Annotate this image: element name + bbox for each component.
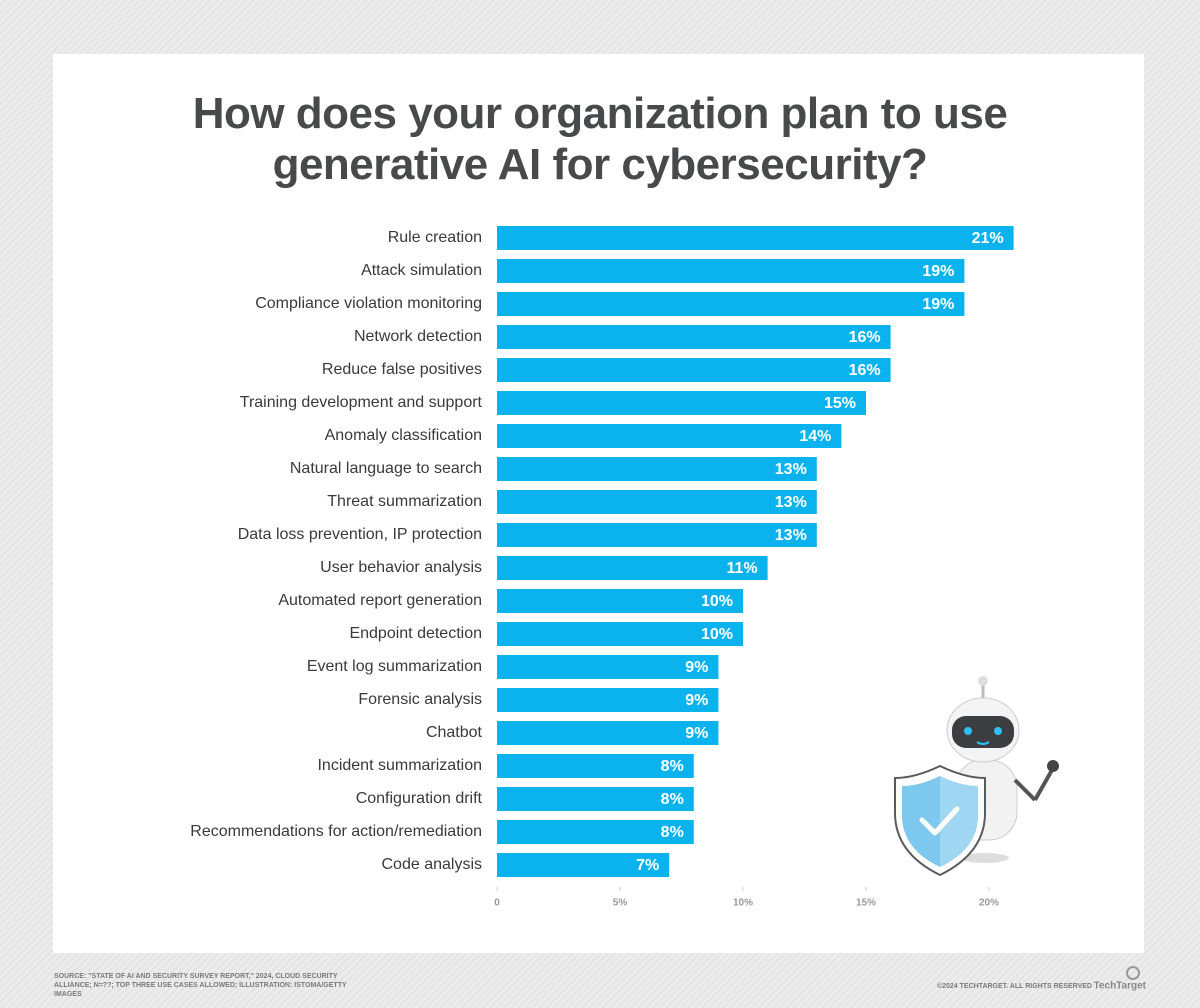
bar — [497, 292, 965, 316]
bar — [497, 754, 694, 778]
x-tick-label: 10% — [733, 898, 753, 909]
value-label: 10% — [701, 593, 733, 610]
category-label: Event log summarization — [307, 658, 482, 675]
value-label: 13% — [775, 527, 807, 544]
bar — [497, 424, 842, 448]
illustration — [894, 676, 1059, 877]
category-label: Rule creation — [388, 229, 482, 246]
chart-title: How does your organization plan to use g… — [192, 89, 1008, 189]
category-label: Attack simulation — [361, 262, 482, 279]
logo-icon — [1126, 966, 1140, 980]
category-label: Reduce false positives — [322, 361, 482, 378]
category-label: Anomaly classification — [325, 427, 482, 444]
bar — [497, 721, 719, 745]
copyright: ©2024 TECHTARGET. ALL RIGHTS RESERVED — [937, 982, 1092, 990]
value-label: 16% — [849, 329, 881, 346]
value-label: 11% — [726, 560, 757, 577]
value-label: 21% — [972, 230, 1004, 247]
logo: TechTarget — [1094, 981, 1147, 992]
value-label: 19% — [922, 296, 954, 313]
bar — [497, 325, 891, 349]
value-label: 7% — [636, 857, 659, 874]
bar — [497, 853, 670, 877]
bar — [497, 523, 817, 547]
category-label: Recommendations for action/remediation — [190, 823, 482, 840]
bar — [497, 622, 743, 646]
value-label: 8% — [661, 791, 684, 808]
source-note: SOURCE: "STATE OF AI AND SECURITY SURVEY… — [54, 973, 347, 998]
category-label: Compliance violation monitoring — [255, 295, 482, 312]
bar — [497, 820, 694, 844]
category-label: Forensic analysis — [358, 691, 482, 708]
category-label: Automated report generation — [278, 592, 482, 609]
value-label: 9% — [685, 692, 708, 709]
category-label: Network detection — [354, 328, 482, 345]
category-label: User behavior analysis — [320, 559, 482, 576]
bar — [497, 358, 891, 382]
value-label: 13% — [775, 494, 807, 511]
value-label: 9% — [685, 725, 708, 742]
value-label: 15% — [824, 395, 856, 412]
bar — [497, 226, 1014, 250]
x-tick-label: 15% — [856, 898, 876, 909]
value-label: 13% — [775, 461, 807, 478]
bar — [497, 589, 743, 613]
category-label: Chatbot — [426, 724, 483, 741]
value-label: 14% — [799, 428, 831, 445]
value-label: 10% — [701, 626, 733, 643]
bar — [497, 457, 817, 481]
value-label: 8% — [661, 824, 684, 841]
x-tick-label: 0 — [494, 898, 500, 909]
category-label: Endpoint detection — [349, 625, 482, 642]
value-label: 9% — [685, 659, 708, 676]
bar — [497, 787, 694, 811]
x-tick-label: 20% — [979, 898, 999, 909]
value-label: 16% — [849, 362, 881, 379]
bar — [497, 391, 866, 415]
bar — [497, 259, 965, 283]
bar — [497, 655, 719, 679]
value-label: 19% — [922, 263, 954, 280]
category-label: Training development and support — [240, 394, 483, 411]
category-label: Natural language to search — [290, 460, 482, 477]
bar — [497, 490, 817, 514]
bar — [497, 556, 768, 580]
category-label: Code analysis — [382, 856, 483, 873]
category-label: Data loss prevention, IP protection — [238, 526, 482, 543]
category-label: Configuration drift — [356, 790, 483, 807]
bar — [497, 688, 719, 712]
value-label: 8% — [661, 758, 684, 775]
x-tick-label: 5% — [613, 898, 628, 909]
category-label: Threat summarization — [327, 493, 482, 510]
category-label: Incident summarization — [317, 757, 482, 774]
